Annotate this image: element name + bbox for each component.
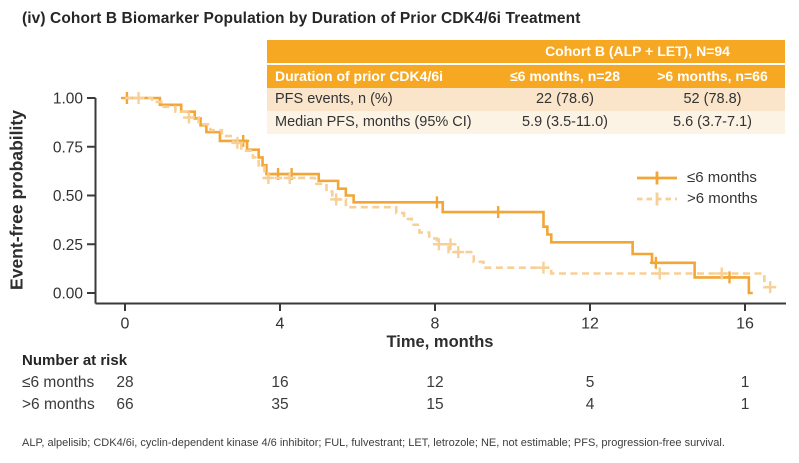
svg-text:8: 8 — [431, 316, 440, 333]
summary-table-merged-header-row: Cohort B (ALP + LET), N=94 — [267, 40, 785, 65]
x-axis-label: Time, months — [386, 333, 494, 351]
risk-count: 28 — [116, 374, 134, 391]
summary-table-col-header: Duration of prior CDK4/6i — [267, 65, 490, 88]
summary-table-cell: 5.9 (3.5-11.0) — [522, 114, 608, 130]
legend: ≤6 months >6 months — [636, 167, 757, 209]
summary-table-column-header-row: Duration of prior CDK4/6i ≤6 months, n=2… — [267, 65, 785, 88]
svg-text:0: 0 — [121, 316, 130, 333]
summary-table-cell: 22 (78.6) — [535, 91, 595, 107]
figure-title: (iv) Cohort B Biomarker Population by Du… — [22, 10, 581, 27]
risk-count: 16 — [271, 374, 289, 391]
risk-count: 66 — [116, 396, 134, 413]
svg-text:0.25: 0.25 — [53, 237, 83, 254]
risk-count: 12 — [426, 374, 444, 391]
number-at-risk-row: >6 months 66 35 15 4 1 — [0, 396, 799, 416]
legend-label: ≤6 months — [687, 169, 757, 186]
risk-count: 1 — [740, 374, 750, 391]
svg-text:0.00: 0.00 — [53, 286, 84, 303]
summary-table-cell: Median PFS, months (95% CI) — [275, 114, 472, 130]
summary-table-cell: 5.6 (3.7-7.1) — [673, 114, 752, 130]
dashed-line-censor-icon — [637, 192, 677, 205]
svg-text:4: 4 — [276, 316, 285, 333]
risk-count: 1 — [740, 396, 750, 413]
y-axis-label: Event-free probability — [6, 110, 27, 290]
summary-table-row-pfs-events: PFS events, n (%) 22 (78.6) 52 (78.8) — [267, 88, 785, 111]
svg-text:0.50: 0.50 — [53, 188, 84, 205]
risk-count: 4 — [585, 396, 595, 413]
number-at-risk-heading: Number at risk — [22, 352, 128, 369]
number-at-risk-row: ≤6 months 28 16 12 5 1 — [0, 374, 799, 394]
legend-label: >6 months — [687, 190, 758, 207]
legend-entry-le6-months: ≤6 months — [636, 167, 757, 188]
abbreviations-footnote: ALP, alpelisib; CDK4/6i, cyclin-dependen… — [22, 437, 725, 449]
summary-table: Cohort B (ALP + LET), N=94 Duration of p… — [267, 40, 785, 134]
svg-text:16: 16 — [736, 316, 754, 333]
svg-text:0.75: 0.75 — [53, 139, 83, 156]
summary-table-row-median-pfs: Median PFS, months (95% CI) 5.9 (3.5-11.… — [267, 111, 785, 134]
summary-table-empty-cell — [267, 40, 490, 63]
solid-line-censor-icon — [637, 171, 677, 184]
risk-count: 15 — [426, 396, 444, 413]
risk-count: 35 — [271, 396, 289, 413]
risk-row-label: ≤6 months — [22, 374, 95, 391]
summary-table-col-header: >6 months, n=66 — [640, 65, 785, 88]
summary-table-cell: 52 (78.8) — [683, 91, 742, 107]
svg-text:12: 12 — [581, 316, 599, 333]
risk-row-label: >6 months — [22, 396, 95, 413]
summary-table-col-header: ≤6 months, n=28 — [490, 65, 640, 88]
summary-table-merged-header: Cohort B (ALP + LET), N=94 — [490, 40, 785, 63]
svg-text:1.00: 1.00 — [53, 91, 84, 108]
risk-count: 5 — [585, 374, 595, 391]
legend-entry-gt6-months: >6 months — [636, 188, 757, 209]
summary-table-cell: PFS events, n (%) — [275, 91, 393, 107]
